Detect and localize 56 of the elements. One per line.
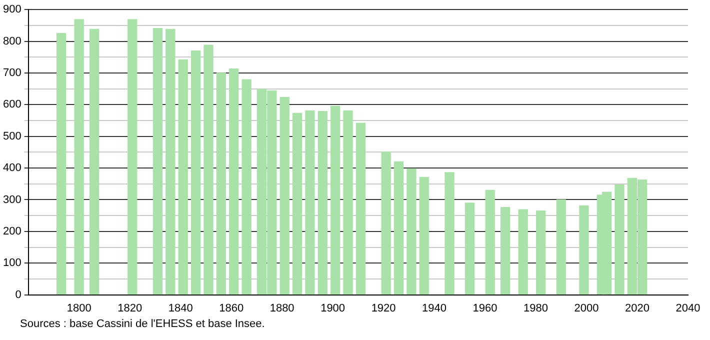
x-tick-label: 1960 (472, 302, 498, 314)
x-tick-label: 1980 (524, 302, 548, 314)
y-tick-label: 900 (2, 4, 22, 16)
bar (204, 44, 214, 295)
y-tick-label: 500 (2, 130, 22, 142)
bar (292, 112, 302, 295)
bar (406, 168, 416, 295)
bar (305, 110, 315, 295)
x-tick-label: 1900 (320, 302, 346, 314)
x-tick-label: 1840 (168, 302, 193, 314)
bar (152, 28, 163, 295)
y-tick-label: 600 (2, 98, 22, 111)
y-tick-label: 200 (2, 225, 22, 238)
bar (485, 190, 495, 295)
bar (178, 59, 188, 295)
x-tick-label: 1800 (66, 302, 92, 314)
bar (229, 68, 239, 295)
bar (280, 97, 290, 295)
x-tick-label: 2000 (574, 302, 599, 314)
y-tick-label: 400 (2, 162, 22, 174)
bar (444, 172, 454, 295)
bar (614, 184, 624, 295)
bar (464, 202, 475, 295)
x-tick-label: 1860 (219, 302, 244, 314)
bar (89, 28, 100, 295)
bar (318, 110, 328, 295)
x-tick-label: 1820 (118, 302, 142, 314)
y-tick-label: 100 (2, 257, 22, 270)
x-tick-label: 1940 (422, 302, 447, 314)
bar (381, 152, 391, 295)
bar (518, 209, 528, 295)
x-tick-label: 2040 (676, 302, 700, 314)
y-tick-label: 700 (2, 67, 22, 80)
bar (356, 122, 366, 295)
x-tick-label: 1880 (270, 302, 294, 314)
bar (216, 72, 226, 295)
x-tick-label: 1920 (371, 302, 396, 314)
bar (166, 28, 176, 295)
bar (579, 205, 589, 295)
bar (500, 207, 510, 295)
bar (242, 79, 252, 295)
x-tick-label: 2020 (625, 302, 650, 314)
y-tick-label: 800 (2, 35, 22, 48)
bar (419, 176, 429, 295)
bar (330, 106, 340, 295)
bar (556, 199, 566, 295)
y-tick-label: 0 (15, 288, 22, 301)
bar (128, 19, 138, 295)
bar (74, 19, 84, 295)
source-note: Sources : base Cassini de l'EHESS et base Insee. (20, 318, 266, 330)
bar (394, 161, 404, 295)
bar (343, 110, 353, 295)
y-tick-label: 300 (2, 194, 22, 206)
bar (190, 50, 201, 295)
bar (56, 33, 66, 295)
bar (536, 210, 546, 295)
